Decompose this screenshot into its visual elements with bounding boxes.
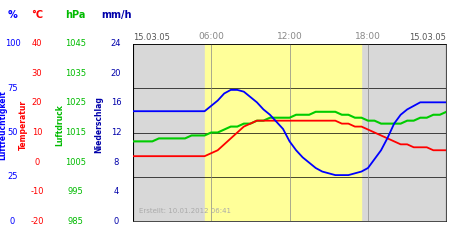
Text: hPa: hPa	[65, 10, 86, 20]
Text: -10: -10	[30, 187, 44, 196]
Text: 8: 8	[113, 158, 119, 166]
Text: 10: 10	[32, 128, 42, 137]
Text: 0: 0	[113, 217, 119, 226]
Text: 0: 0	[34, 158, 40, 166]
Text: Luftdruck: Luftdruck	[55, 104, 64, 146]
Text: mm/h: mm/h	[101, 10, 131, 20]
Text: 15.03.05: 15.03.05	[133, 34, 170, 42]
Text: 20: 20	[32, 98, 42, 108]
Text: 1035: 1035	[65, 69, 86, 78]
Text: °C: °C	[31, 10, 43, 20]
Text: 1045: 1045	[65, 39, 86, 48]
Text: -20: -20	[30, 217, 44, 226]
Text: 4: 4	[113, 187, 119, 196]
Text: 12: 12	[111, 128, 122, 137]
Text: 15.03.05: 15.03.05	[410, 34, 446, 42]
Text: 40: 40	[32, 39, 42, 48]
Text: 0: 0	[10, 217, 15, 226]
Text: 50: 50	[7, 128, 18, 137]
Text: 1025: 1025	[65, 98, 86, 108]
Text: 12:00: 12:00	[277, 32, 302, 41]
Bar	[205, 44, 361, 221]
Text: Niederschlag: Niederschlag	[94, 96, 104, 154]
Text: 985: 985	[68, 217, 84, 226]
Text: 18:00: 18:00	[355, 32, 381, 41]
Text: 16: 16	[111, 98, 122, 108]
Text: 24: 24	[111, 39, 122, 48]
Text: 30: 30	[32, 69, 42, 78]
Text: Erstellt: 10.01.2012 06:41: Erstellt: 10.01.2012 06:41	[139, 208, 231, 214]
Text: %: %	[8, 10, 18, 20]
Text: 100: 100	[4, 39, 21, 48]
Text: 25: 25	[7, 172, 18, 182]
Text: Luftfeuchtigkeit: Luftfeuchtigkeit	[0, 90, 8, 160]
Text: Temperatur: Temperatur	[19, 100, 28, 150]
Text: 75: 75	[7, 84, 18, 92]
Text: 995: 995	[68, 187, 84, 196]
Text: 1005: 1005	[65, 158, 86, 166]
Text: 1015: 1015	[65, 128, 86, 137]
Text: 20: 20	[111, 69, 122, 78]
Text: 06:00: 06:00	[198, 32, 224, 41]
